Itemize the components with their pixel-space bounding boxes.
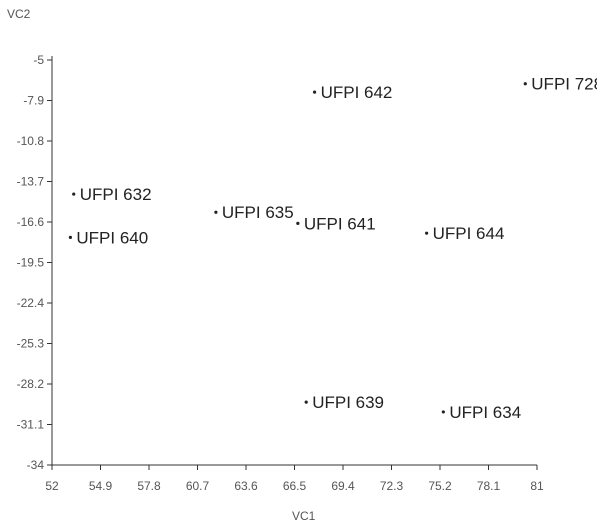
x-tick-label: 60.7 (186, 479, 210, 493)
y-tick-label: -22.4 (17, 296, 45, 310)
point-label: UFPI 635 (222, 203, 294, 222)
point-label: UFPI 728 (531, 75, 597, 94)
point-label: UFPI 634 (449, 403, 521, 422)
y-ticks: -5 -7.9 -10.8 -13.7 -16.6 -19.5 -22.4 -25.3 -28.… (17, 53, 52, 472)
point-marker (72, 192, 76, 196)
y-tick-label: -19.5 (17, 256, 45, 270)
y-tick-label: -5 (33, 53, 44, 67)
y-tick-label: -31.1 (17, 418, 45, 432)
point-marker (304, 400, 308, 404)
point-marker (312, 90, 317, 94)
point-label: UFPI 644 (433, 224, 505, 243)
y-tick-label: -7.9 (23, 94, 44, 108)
y-tick-label: -25.3 (17, 337, 45, 351)
x-tick-label: 57.8 (137, 479, 161, 493)
y-tick-label: -10.8 (17, 134, 45, 148)
point-marker (425, 231, 429, 235)
x-tick-label: 72.3 (380, 479, 404, 493)
x-axis-title: VC1 (292, 509, 316, 523)
data-point: UFPI 639 (304, 393, 384, 412)
point-marker (68, 235, 72, 239)
y-tick-label: -28.2 (17, 377, 45, 391)
x-tick-label: 63.6 (234, 479, 258, 493)
data-point: UFPI 635 (214, 203, 294, 222)
point-label: UFPI 642 (321, 83, 393, 102)
point-marker (523, 82, 527, 86)
data-point: UFPI 641 (296, 214, 376, 233)
data-point: UFPI 644 (425, 224, 504, 243)
point-label: UFPI 639 (312, 393, 384, 412)
point-marker (296, 221, 300, 225)
data-point: UFPI 642 (312, 83, 393, 102)
data-point: UFPI 634 (441, 403, 521, 422)
y-axis: -5 -7.9 -10.8 -13.7 -16.6 -19.5 -22.4 -25.3 -28.… (17, 53, 53, 472)
x-tick-label: 78.1 (477, 479, 501, 493)
data-point: UFPI 632 (72, 185, 152, 204)
point-marker (441, 410, 445, 414)
y-tick-label: -13.7 (17, 175, 45, 189)
x-tick-label: 54.9 (89, 479, 113, 493)
x-tick-label: 69.4 (331, 479, 355, 493)
data-point: UFPI 640 (68, 228, 148, 247)
x-tick-label: 66.5 (283, 479, 307, 493)
point-label: UFPI 641 (304, 214, 376, 233)
y-axis-title: VC2 (7, 7, 31, 21)
point-label: UFPI 632 (80, 185, 152, 204)
data-point: UFPI 728 (523, 75, 597, 94)
x-ticks: 52 54.9 57.8 60.7 63.6 66.5 69.4 72.3 75.2 78.1 81 (45, 465, 544, 493)
x-axis: 52 54.9 57.8 60.7 63.6 66.5 69.4 72.3 75.2 78.1 81 (45, 464, 544, 493)
x-tick-label: 52 (45, 479, 59, 493)
y-tick-label: -34 (27, 458, 45, 472)
y-tick-label: -16.6 (17, 215, 45, 229)
x-tick-label: 81 (530, 479, 544, 493)
data-points: UFPI 642 UFPI 728 UFPI 632 UFPI 635 UFPI 641… (68, 75, 597, 422)
x-tick-label: 75.2 (428, 479, 452, 493)
point-label: UFPI 640 (76, 228, 148, 247)
point-marker (214, 210, 218, 214)
